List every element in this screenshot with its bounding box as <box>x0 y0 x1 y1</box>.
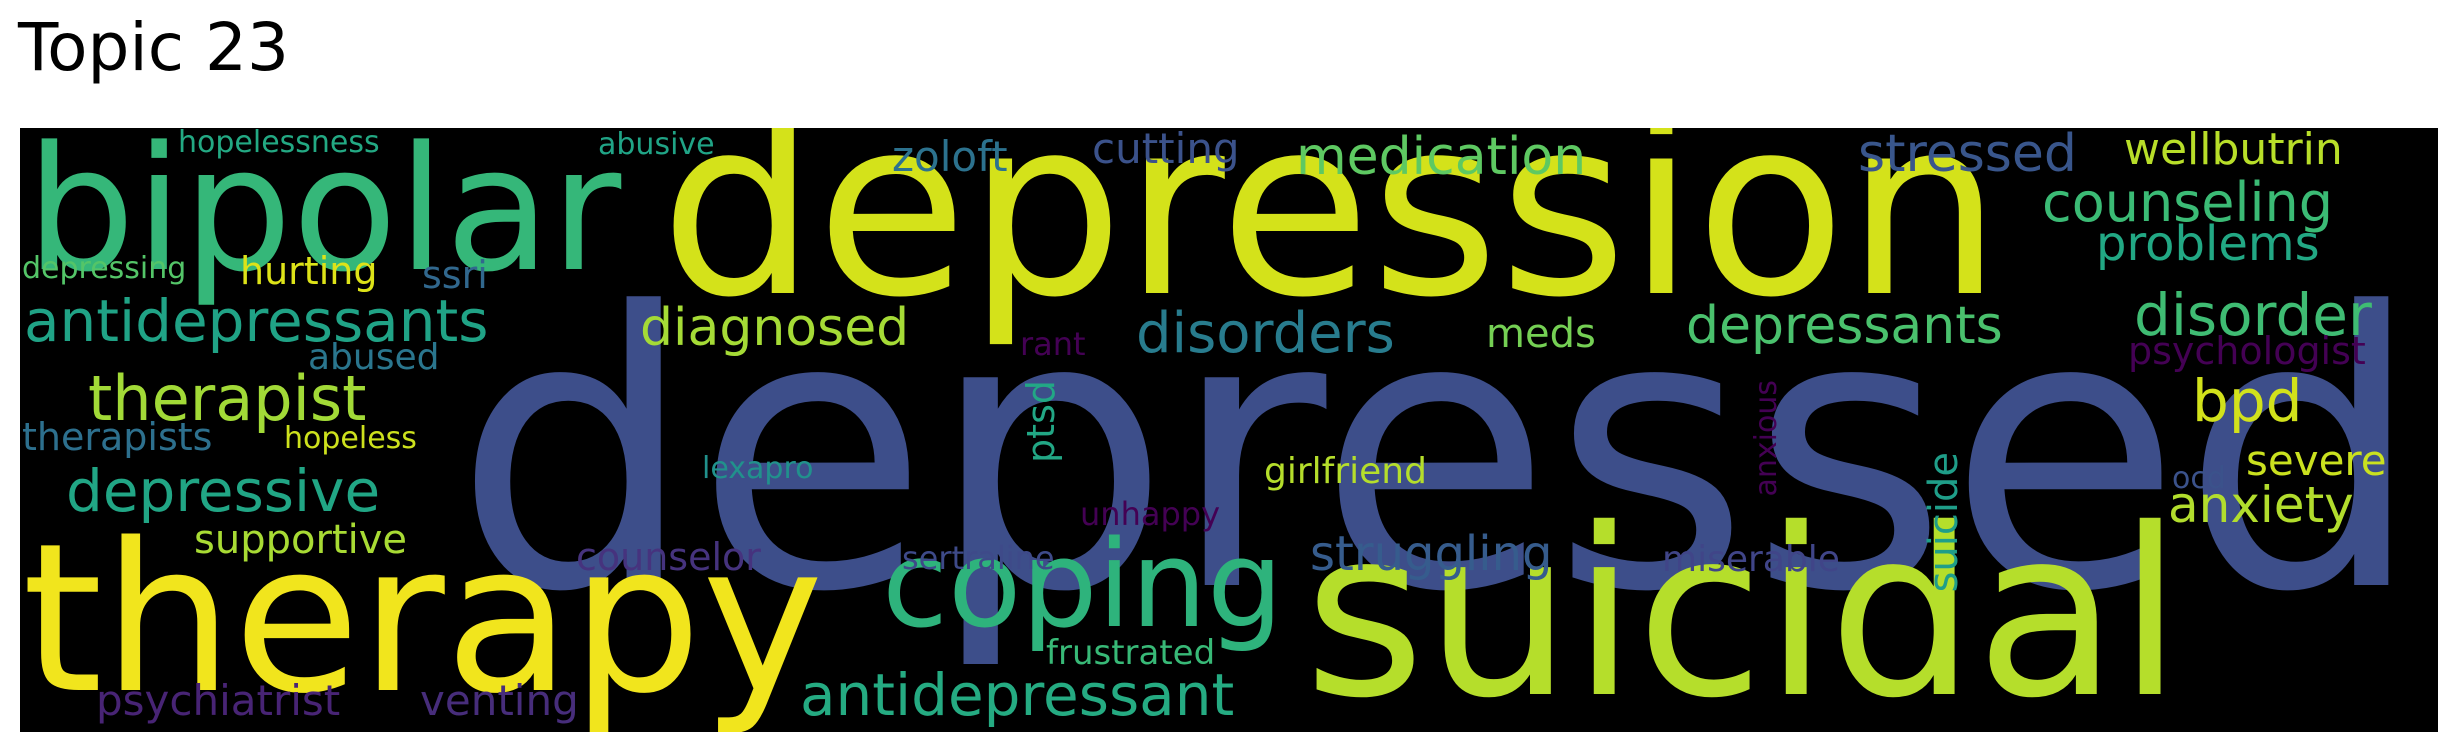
word-problems: problems <box>2096 216 2320 272</box>
word-bpd: bpd <box>2192 367 2303 435</box>
page-title: Topic 23 <box>18 9 289 86</box>
word-unhappy: unhappy <box>1080 495 1221 533</box>
word-anxiety: anxiety <box>2168 476 2354 534</box>
word-abusive: abusive <box>598 128 715 162</box>
word-depression: depression <box>660 128 2002 352</box>
word-psychologist: psychologist <box>2128 329 2366 373</box>
word-depressing: depressing <box>22 251 187 286</box>
word-counseling: counseling <box>2042 171 2334 234</box>
word-disorders: disorders <box>1136 301 1395 366</box>
word-therapy: therapy <box>22 499 824 732</box>
word-medication: medication <box>1296 128 1587 187</box>
word-struggling: struggling <box>1310 526 1553 582</box>
word-suicide: suicide <box>1921 452 1967 593</box>
word-stressed: stressed <box>1858 128 2077 184</box>
word-anxious: anxious <box>1749 380 1784 497</box>
word-ssri: ssri <box>422 253 488 297</box>
word-depressed: depressed <box>454 232 2423 675</box>
word-disorder: disorder <box>2134 281 2372 349</box>
word-depressants: depressants <box>1686 296 2003 356</box>
word-counselor: counselor <box>576 535 761 579</box>
word-rant: rant <box>1020 325 1086 363</box>
word-miserable: miserable <box>1662 539 1840 580</box>
word-coping: coping <box>882 516 1284 655</box>
word-hopelessness: hopelessness <box>178 128 380 160</box>
word-cloud: depressed depression therapy suicidal bi… <box>20 128 2438 732</box>
word-bipolar: bipolar <box>26 128 622 310</box>
word-ocd: ocd <box>2172 461 2226 496</box>
word-frustrated: frustrated <box>1046 633 1216 673</box>
word-antidepressants: antidepressants <box>24 287 489 355</box>
word-sertraline: sertraline <box>902 539 1055 577</box>
word-therapist: therapist <box>88 362 367 435</box>
word-cutting: cutting <box>1092 128 1240 173</box>
word-psychiatrist: psychiatrist <box>96 676 341 725</box>
word-hopeless: hopeless <box>284 421 417 456</box>
word-hurting: hurting <box>240 249 378 293</box>
word-zoloft: zoloft <box>892 132 1008 181</box>
word-antidepressant: antidepressant <box>800 661 1235 729</box>
word-girlfriend: girlfriend <box>1264 451 1427 492</box>
word-lexapro: lexapro <box>702 451 814 486</box>
word-supportive: supportive <box>194 517 407 563</box>
word-suicidal: suicidal <box>1304 479 2183 732</box>
word-severe: severe <box>2246 436 2387 485</box>
word-meds: meds <box>1486 311 1596 357</box>
word-abused: abused <box>308 337 440 378</box>
word-depressive: depressive <box>66 457 381 525</box>
word-venting: venting <box>420 676 579 725</box>
word-diagnosed: diagnosed <box>640 298 910 358</box>
word-therapists: therapists <box>22 415 213 459</box>
word-ptsd: ptsd <box>1019 380 1063 463</box>
word-wellbutrin: wellbutrin <box>2124 128 2343 175</box>
